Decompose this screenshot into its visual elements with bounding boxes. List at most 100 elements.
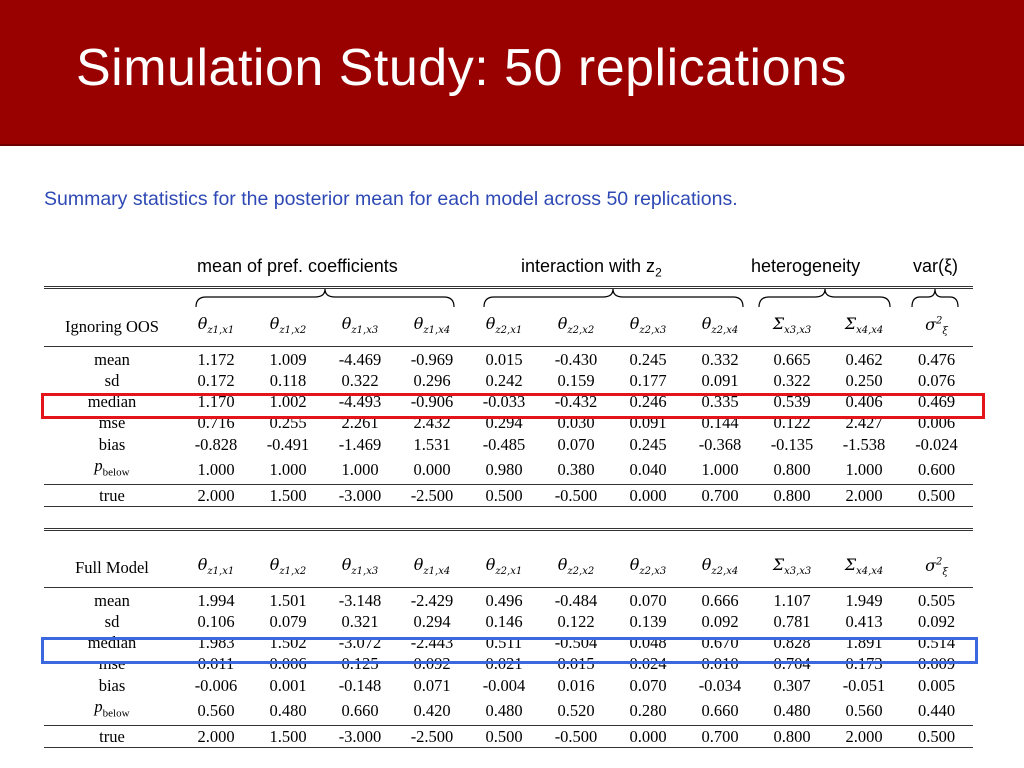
table-cell: -2.429 [410, 590, 454, 610]
table-cell: 0.321 [341, 611, 379, 631]
row-label: pbelow [44, 696, 180, 726]
table-cell: -0.024 [915, 434, 958, 454]
brace-pref [195, 288, 455, 308]
table-cell: 0.118 [269, 370, 307, 390]
table-cell: 0.560 [180, 696, 252, 726]
table-cell: -0.432 [554, 392, 598, 412]
table-cell: 0.660 [324, 696, 396, 726]
table-cell: -0.004 [482, 675, 526, 695]
table-cell: 0.332 [701, 349, 739, 369]
table-cell: 1.107 [773, 590, 811, 610]
column-header: θz2,x3 [612, 308, 684, 347]
table-cell: 0.500 [900, 725, 973, 748]
table-cell: 0.539 [773, 392, 811, 412]
table-cell: -3.000 [324, 484, 396, 507]
table-cell: 0.242 [485, 370, 523, 390]
table-cell: 0.091 [701, 370, 739, 390]
table-cell: 0.294 [413, 611, 451, 631]
table-cell: 0.016 [557, 675, 595, 695]
row-label: median [87, 392, 137, 412]
highlight-mse-ignoring [41, 393, 985, 419]
group-label-interaction-text: interaction with z [521, 256, 656, 276]
table-cell: -0.969 [410, 349, 454, 369]
column-header: Σx4,x4 [828, 308, 900, 347]
table-cell: -4.469 [338, 349, 382, 369]
table-cell: 0.071 [413, 675, 451, 695]
row-label: bias [98, 675, 126, 695]
table-cell: 1.000 [252, 455, 324, 485]
table-cell: 1.002 [269, 392, 307, 412]
brace-interaction [483, 288, 744, 308]
table-row-bias: bias -0.006 0.001 -0.148 0.071 -0.004 0.016 0.0… [44, 675, 973, 696]
table-cell: 0.440 [900, 696, 973, 726]
table-cell: -1.538 [842, 434, 886, 454]
table-ignoring-oos: Ignoring OOS θz1,x1 θz1,x2 θz1,x3 θz1,x4 θz2,… [44, 308, 973, 507]
table-cell: 2.000 [828, 484, 900, 507]
table-cell: -0.006 [194, 675, 238, 695]
table-cell: 0.380 [540, 455, 612, 485]
column-header: θz2,x1 [468, 549, 540, 588]
table-cell: 0.520 [540, 696, 612, 726]
table-cell: 0.005 [917, 675, 956, 695]
table-cell: 0.505 [917, 590, 956, 610]
table-cell: 0.122 [557, 611, 595, 631]
table-cell: 1.500 [252, 484, 324, 507]
table-cell: 0.560 [828, 696, 900, 726]
table-cell: 0.040 [612, 455, 684, 485]
table-cell: 0.476 [917, 349, 956, 369]
table-cell: -4.493 [338, 392, 382, 412]
table-cell: 1.009 [269, 349, 307, 369]
column-header: θz1,x1 [180, 308, 252, 347]
table-cell: 2.000 [180, 725, 252, 748]
row-label: true [44, 725, 180, 748]
row-label: sd [104, 370, 120, 390]
brace-var [911, 288, 959, 308]
table2-top-rule [44, 528, 973, 531]
table-cell: -0.034 [698, 675, 742, 695]
column-header: θz2,x4 [684, 308, 756, 347]
table-cell: 0.800 [756, 725, 828, 748]
table-cell: -0.828 [194, 434, 238, 454]
column-header: θz1,x4 [396, 549, 468, 588]
table-cell: 0.469 [917, 392, 956, 412]
table-row-p-below: pbelow 0.560 0.480 0.660 0.420 0.480 0.520 0.28… [44, 696, 973, 726]
group-label-interaction: interaction with z2 [521, 256, 662, 280]
table-cell: 2.000 [180, 484, 252, 507]
table-cell: -3.148 [338, 590, 382, 610]
table-cell: 0.172 [197, 370, 235, 390]
table1-top-rule [44, 286, 973, 289]
table-cell: 0.335 [701, 392, 739, 412]
group-label-heterogeneity: heterogeneity [751, 256, 861, 276]
table-cell: 0.322 [773, 370, 811, 390]
group-label-var: var(ξ) [913, 256, 959, 276]
table-cell: -0.033 [482, 392, 526, 412]
table-cell: 1.000 [684, 455, 756, 485]
table-cell: 0.246 [629, 392, 667, 412]
table-cell: 1.500 [252, 725, 324, 748]
table-cell: -0.484 [554, 590, 598, 610]
table-cell: 0.600 [900, 455, 973, 485]
table-cell: 0.070 [629, 675, 667, 695]
table-cell: 0.015 [485, 349, 523, 369]
column-header: Σx3,x3 [756, 549, 828, 588]
slide-title: Simulation Study: 50 replications [76, 39, 847, 97]
column-header: θz1,x1 [180, 549, 252, 588]
table-cell: 1.170 [197, 392, 235, 412]
highlight-mse-full [41, 637, 978, 664]
table-cell: -3.000 [324, 725, 396, 748]
table-row-true: true 2.000 1.500 -3.000 -2.500 0.500 -0.500 0.0… [44, 484, 973, 507]
table-row-p-below: pbelow 1.000 1.000 1.000 0.000 0.980 0.380 0.04… [44, 455, 973, 485]
table-cell: 1.000 [324, 455, 396, 485]
table-name: Full Model [44, 549, 180, 588]
table-cell: -0.430 [554, 349, 598, 369]
table-full-model: Full Model θz1,x1 θz1,x2 θz1,x3 θz1,x4 θz2,x1… [44, 549, 973, 748]
row-label: sd [104, 611, 120, 631]
title-bar: Simulation Study: 50 replications [0, 0, 1024, 146]
table-cell: 0.462 [845, 349, 883, 369]
table-cell: 0.280 [612, 696, 684, 726]
table-cell: 0.245 [629, 434, 667, 454]
table-cell: 0.322 [341, 370, 379, 390]
column-header: θz1,x3 [324, 549, 396, 588]
column-header: θz2,x3 [612, 549, 684, 588]
